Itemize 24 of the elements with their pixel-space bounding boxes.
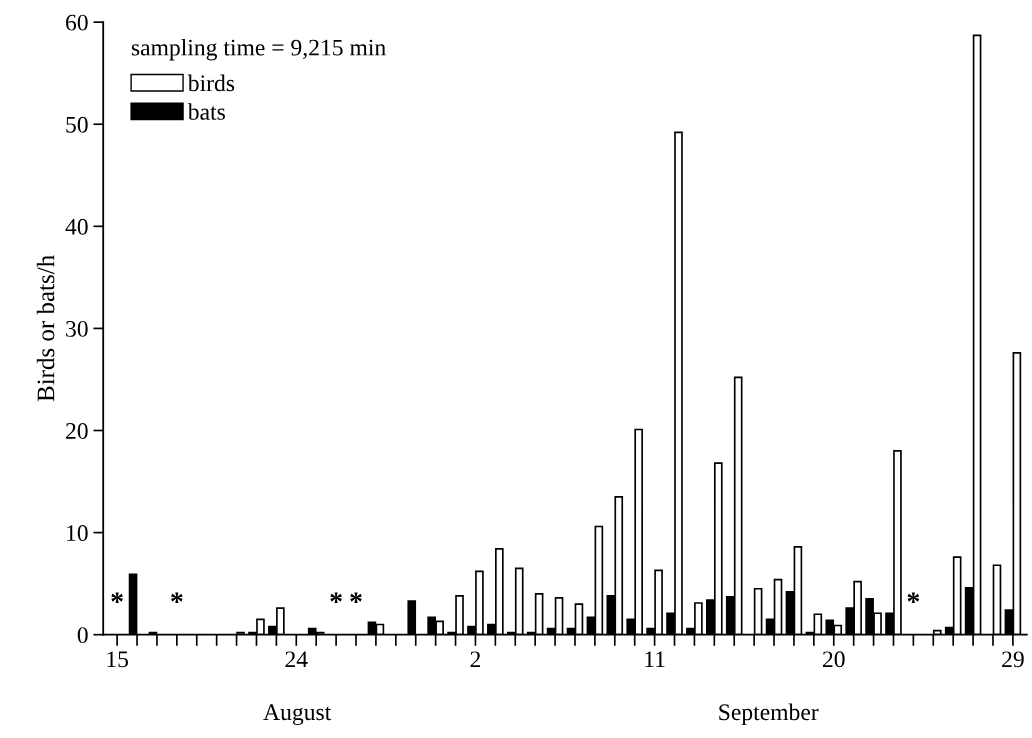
legend-label: birds: [187, 74, 235, 92]
annotation: *: [330, 592, 342, 603]
y-tick-label: 20: [66, 422, 88, 439]
annotation: *: [350, 592, 362, 603]
y-tick-label: 60: [66, 14, 88, 31]
annotation: *: [111, 592, 123, 603]
text: August: [263, 704, 332, 726]
x-tick-label: 2: [470, 651, 481, 668]
x-tick-label: 29: [1002, 651, 1024, 668]
y-tick-label: 50: [66, 116, 88, 133]
x-tick-label: 20: [822, 651, 845, 668]
annotation: *: [907, 592, 920, 603]
y-tick-label: 0: [77, 627, 88, 644]
y-tick-label: 40: [65, 218, 88, 235]
annotation: sampling time = 9,215 min: [131, 38, 386, 61]
text: September: [719, 703, 819, 726]
annotation: *: [171, 592, 183, 603]
y-tick-label: 10: [67, 525, 88, 542]
x-tick-label: 15: [107, 651, 129, 668]
y-tick-label: 30: [66, 320, 88, 337]
y-axis-title: Birds or bats/h: [36, 255, 55, 402]
x-tick-label: 24: [285, 651, 308, 668]
x-tick-label: 11: [645, 651, 665, 668]
legend-label: bats: [187, 103, 225, 120]
